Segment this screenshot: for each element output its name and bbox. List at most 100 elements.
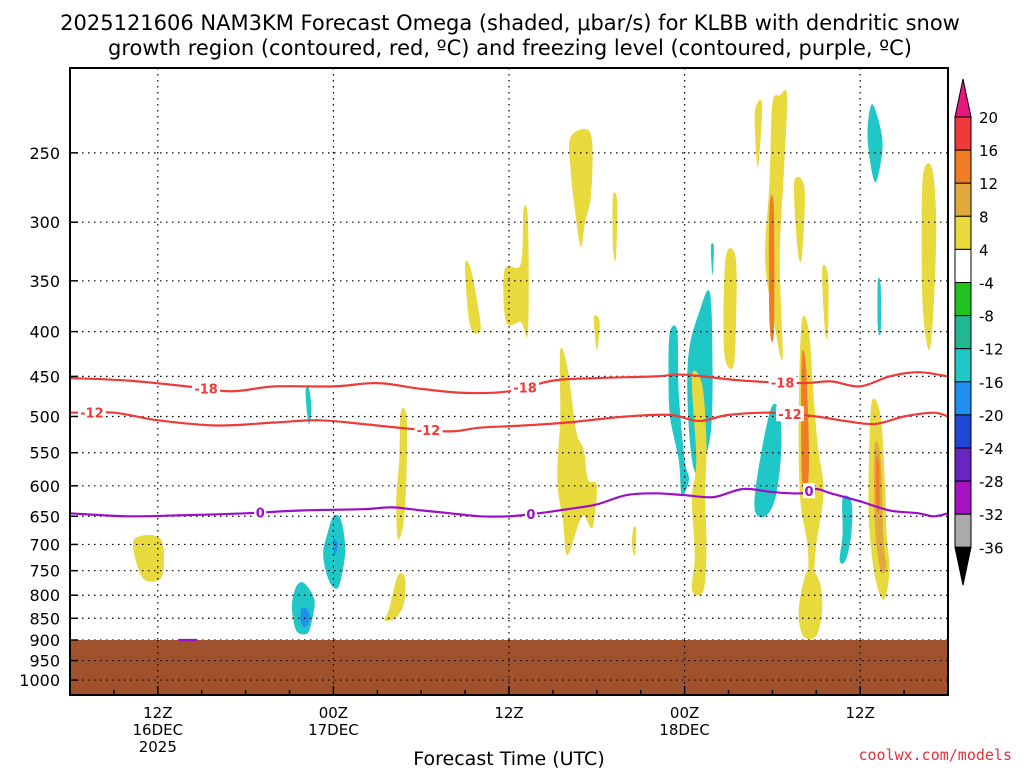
x-tick-label-54-0: 12Z (846, 704, 875, 722)
omega-region-1 (305, 385, 312, 425)
colorbar-swatch-8 (954, 348, 972, 383)
contour-line-m18-c (70, 371, 948, 395)
y-tick-label-450: 450 (29, 367, 60, 386)
omega-shading-layer (132, 89, 937, 640)
colorbar-swatch-2 (954, 149, 972, 184)
omega-region-14 (631, 526, 637, 556)
omega-region-17 (710, 243, 714, 276)
colorbar-label-m4: -4 (979, 275, 994, 293)
y-tick-label-800: 800 (29, 586, 60, 605)
contour-label-0-0: 0 (256, 507, 265, 522)
x-tick-label-42-1: 18DEC (659, 721, 710, 739)
colorbar-swatch-12 (954, 480, 972, 515)
contour-label-bg (414, 421, 443, 437)
contour-label-m18-2: -18 (771, 376, 795, 391)
contour-label-bg (775, 406, 804, 422)
contour-label-m18-0: -18 (194, 383, 218, 398)
y-tick-label-250: 250 (29, 144, 60, 163)
omega-region-35 (921, 163, 937, 351)
contour-line-m12-c (70, 411, 948, 433)
omega-region-3 (300, 607, 311, 628)
colorbar-swatch-7 (954, 315, 972, 350)
y-tick-label-700: 700 (29, 535, 60, 554)
colorbar-swatch-5 (954, 248, 972, 283)
y-tick-label-650: 650 (29, 507, 60, 526)
omega-region-7 (384, 572, 406, 622)
colorbar-label-m24: -24 (979, 440, 1004, 458)
y-axis-ticks: 250 300 350 400 450 500 550 600 650 700 750 800 850 9… (19, 144, 78, 690)
omega-region-22 (794, 176, 805, 263)
omega-region-19 (723, 248, 737, 370)
colorbar-label-8: 8 (979, 208, 989, 226)
omega-region-12 (593, 315, 600, 351)
colorbar-label-m16: -16 (979, 374, 1004, 392)
contour-label-m12-0: -12 (80, 407, 104, 422)
omega-region-0 (132, 534, 165, 582)
y-tick-label-900: 900 (29, 631, 60, 650)
colorbar: 20 16 12 8 4 -4 -8 -12 -16 -20 -24 -28 -32 -36 (954, 78, 1004, 586)
chart-title-line-1: 2025121606 NAM3KM Forecast Omega (shaded… (60, 11, 960, 35)
omega-region-11 (569, 128, 593, 247)
contour-label-m12-1: -12 (417, 424, 441, 439)
contour-label-bg (524, 506, 537, 522)
x-tick-label-6-1: 16DEC (133, 721, 184, 739)
omega-region-21 (765, 89, 788, 361)
contour-label-0-1: 0 (526, 508, 535, 523)
omega-region-31 (839, 495, 853, 564)
omega-region-28 (798, 569, 823, 640)
omega-region-15 (668, 325, 690, 496)
omega-region-34 (875, 456, 880, 514)
colorbar-label-20: 20 (979, 109, 998, 127)
omega-region-20 (754, 100, 763, 168)
x-tick-label-18-0: 00Z (319, 704, 348, 722)
omega-region-10 (557, 347, 597, 556)
colorbar-max-triangle (954, 78, 972, 118)
y-tick-label-750: 750 (29, 562, 60, 581)
credit-text: coolwx.com/models (858, 746, 1012, 764)
colorbar-swatch-10 (954, 414, 972, 449)
contour-label-bg (511, 379, 540, 395)
omega-region-13 (612, 192, 618, 262)
y-tick-label-550: 550 (29, 444, 60, 463)
omega-region-24 (754, 403, 782, 518)
colorbar-label-m32: -32 (979, 506, 1004, 524)
omega-region-5 (333, 538, 338, 556)
y-tick-label-1000: 1000 (19, 671, 60, 690)
omega-region-26 (801, 349, 809, 494)
y-tick-label-850: 850 (29, 609, 60, 628)
colorbar-label-m8: -8 (979, 308, 994, 326)
terrain-fill (70, 640, 948, 695)
y-tick-label-950: 950 (29, 652, 60, 671)
x-tick-label-30-0: 12Z (494, 704, 523, 722)
contour-label-bg (768, 374, 797, 390)
contour-label-m12-2: -12 (778, 408, 802, 423)
contour-label-0-2: 0 (804, 485, 813, 500)
y-tick-label-500: 500 (29, 407, 60, 426)
contour-label-bg (254, 504, 267, 520)
omega-region-29 (867, 104, 883, 183)
y-tick-label-350: 350 (29, 272, 60, 291)
colorbar-label-m36: -36 (979, 539, 1004, 557)
colorbar-label-m28: -28 (979, 473, 1004, 491)
terrain-layer (70, 640, 948, 695)
colorbar-swatch-13 (954, 513, 972, 548)
omega-region-8 (465, 260, 481, 334)
colorbar-swatch-3 (954, 182, 972, 217)
colorbar-swatch-1 (954, 116, 972, 151)
contour-label-bg (192, 380, 221, 396)
contour-labels: -18 -18 -18 -12 -12 -12 0 0 0 (77, 374, 815, 523)
omega-region-27 (822, 264, 829, 339)
contour-layer (70, 371, 948, 642)
x-tick-label-18-1: 17DEC (308, 721, 359, 739)
contour-label-bg (802, 483, 815, 499)
chart-title-line-2: growth region (contoured, red, ºC) and f… (108, 36, 912, 60)
y-tick-label-300: 300 (29, 213, 60, 232)
colorbar-swatch-9 (954, 381, 972, 416)
x-tick-label-6-0: 12Z (143, 704, 172, 722)
x-tick-label-6-2: 2025 (139, 738, 177, 756)
x-axis-label: Forecast Time (UTC) (413, 748, 604, 768)
colorbar-label-m12: -12 (979, 341, 1004, 359)
y-tick-label-400: 400 (29, 323, 60, 342)
contour-label-bg (77, 404, 106, 420)
